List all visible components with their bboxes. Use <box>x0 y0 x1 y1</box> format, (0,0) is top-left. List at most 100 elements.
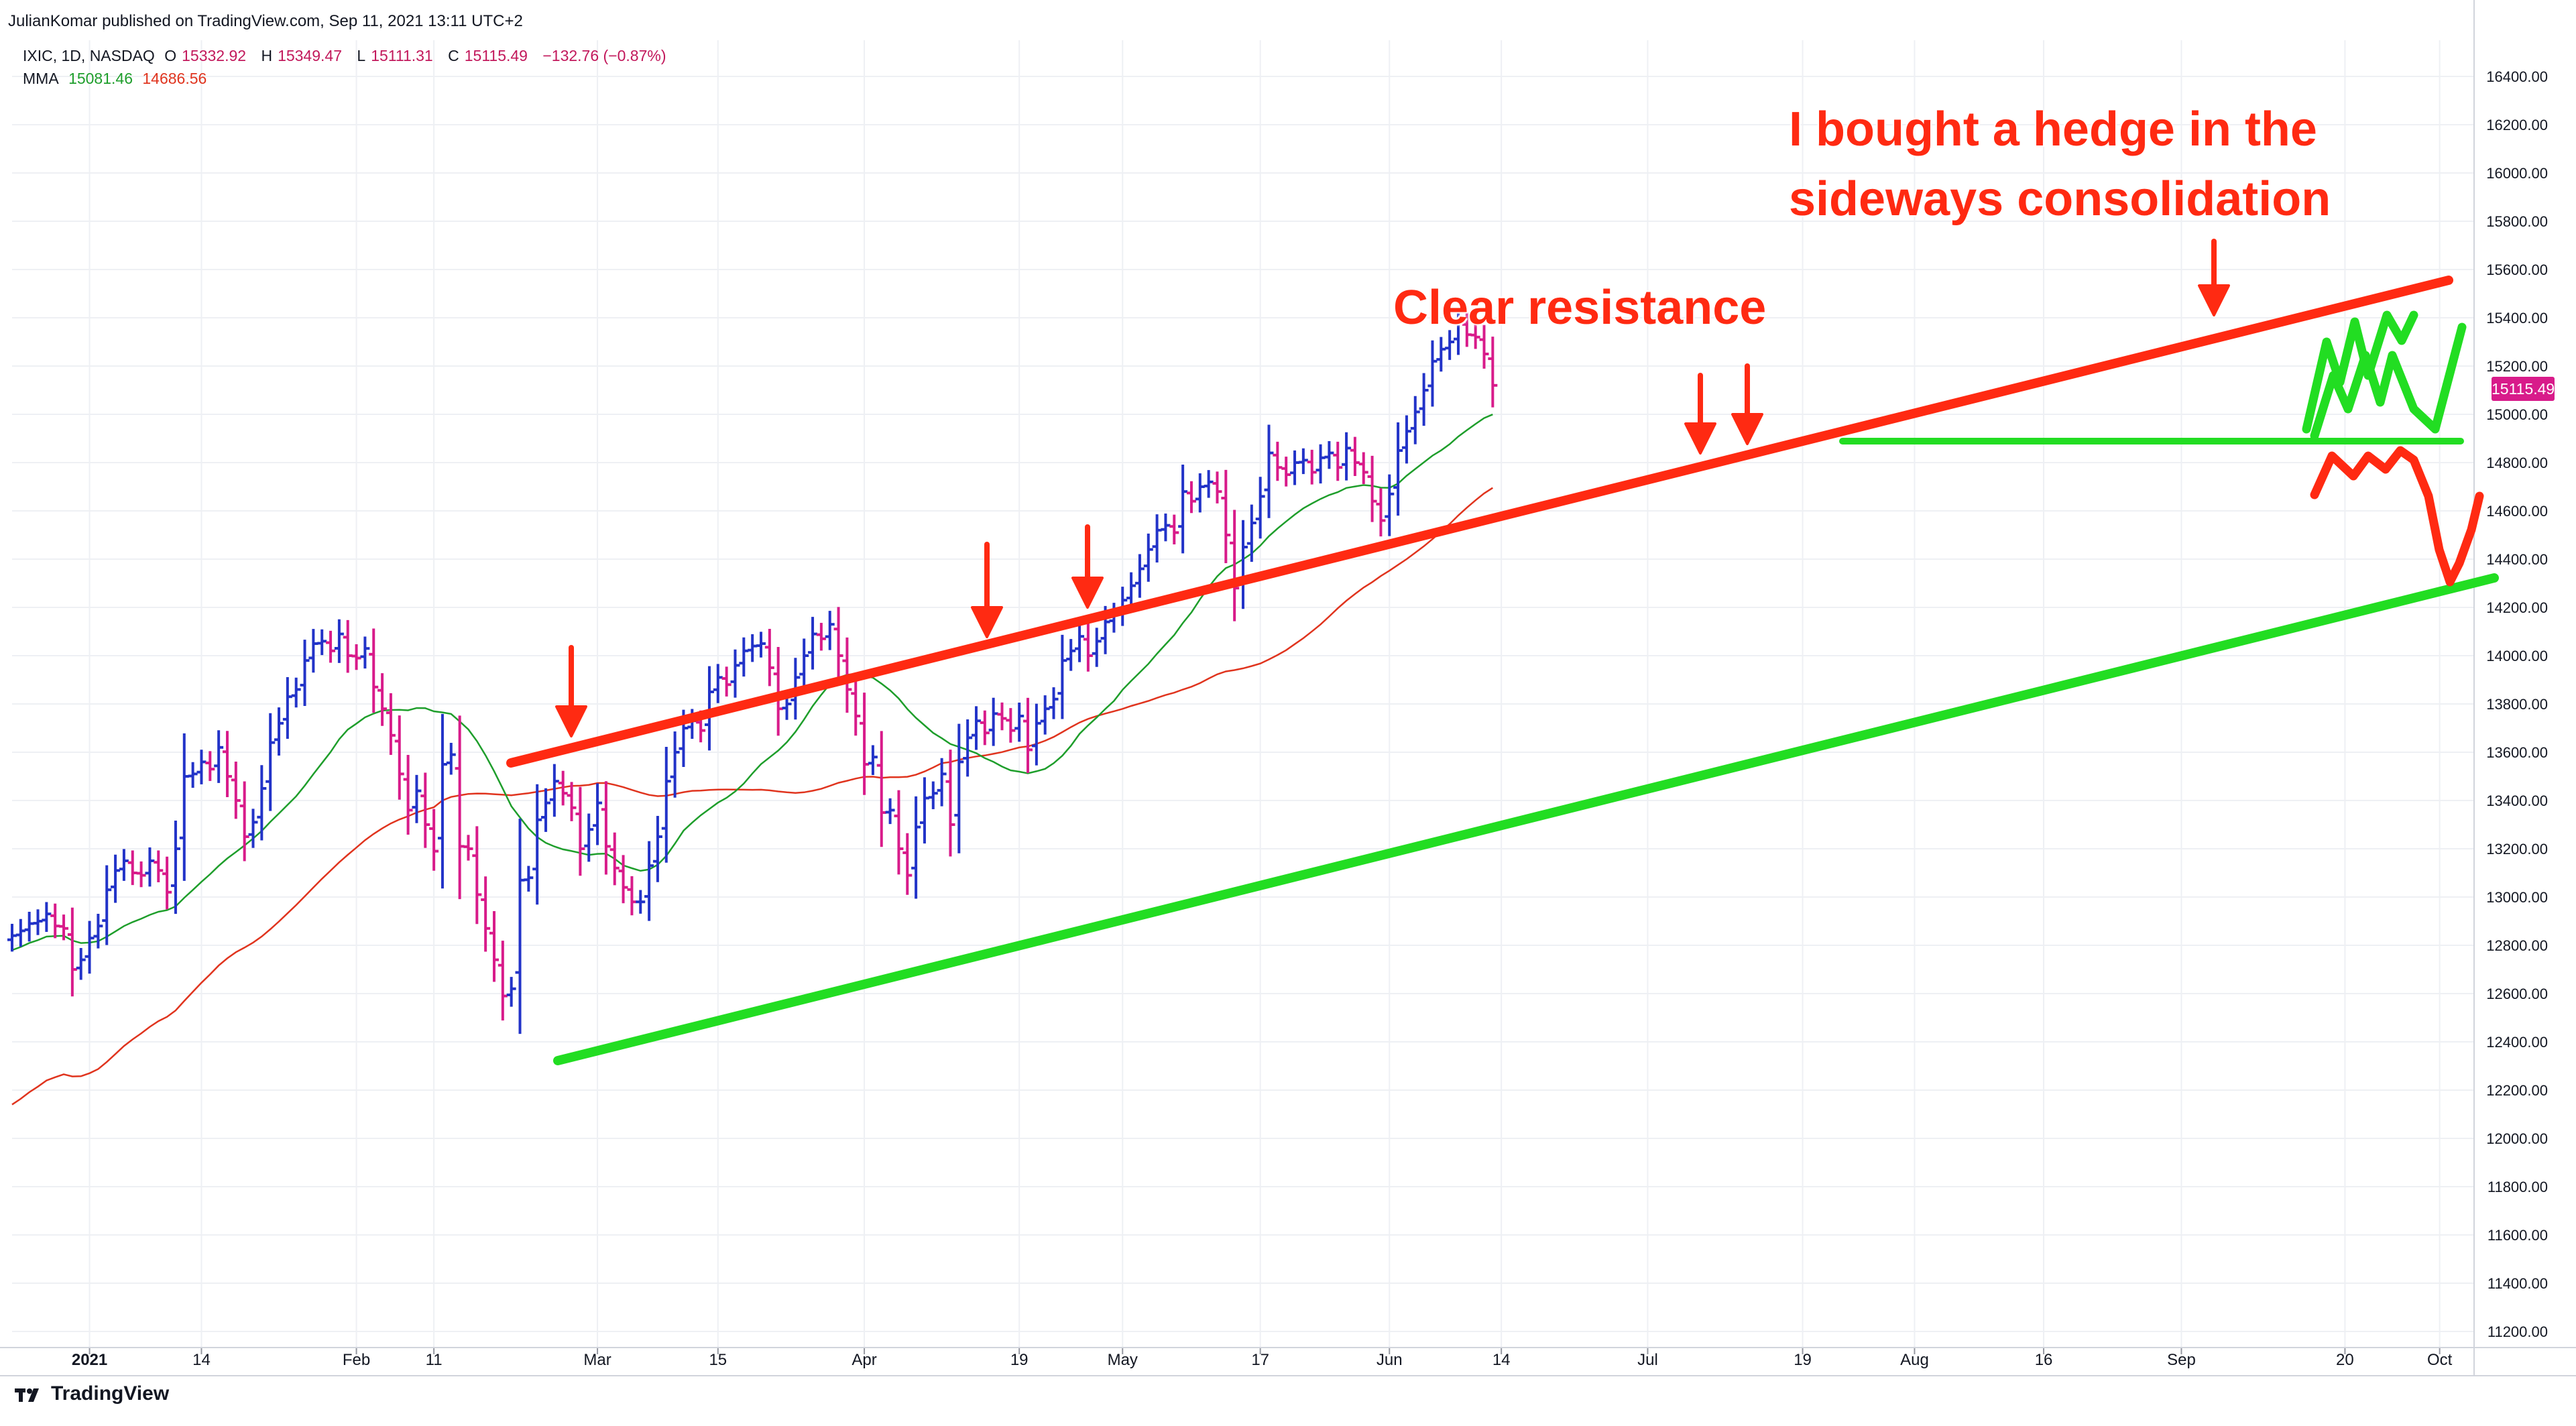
scenario-down-path <box>2310 446 2484 587</box>
y-tick-label: 13400.00 <box>2486 792 2548 809</box>
ohlc-bar <box>963 719 973 777</box>
ohlc-bar <box>1453 306 1463 355</box>
ohlc-bar <box>876 731 886 847</box>
ohlc-bar <box>446 742 456 775</box>
ohlc-bar <box>1385 474 1395 536</box>
x-tick-label: Jun <box>1377 1351 1403 1369</box>
symbol-legend: IXIC, 1D, NASDAQ O 15332.92 H 15349.47 L 15… <box>23 47 666 64</box>
ohlc-bar <box>748 634 758 662</box>
ohlc-bar <box>497 941 508 1021</box>
arrow-down-icon <box>971 542 1003 638</box>
ohlc-bar <box>601 781 611 875</box>
ohlc-bar <box>739 637 749 677</box>
tradingview-brand[interactable]: TradingView <box>15 1382 169 1405</box>
mma-fast-value: 15081.46 <box>68 70 133 87</box>
ohlc-bar <box>33 909 43 935</box>
arrow-down-icon <box>1071 524 1104 609</box>
ohlc-bar <box>730 649 740 698</box>
ohlc-bar <box>704 666 714 751</box>
ohlc-bar <box>50 903 60 939</box>
y-tick-label: 11200.00 <box>2487 1323 2548 1340</box>
ohlc-bar <box>231 762 241 819</box>
ohlc-bar <box>825 611 835 650</box>
ohlc-bar <box>584 813 594 862</box>
y-tick-label: 16200.00 <box>2486 117 2548 133</box>
ohlc-bar <box>1436 337 1446 372</box>
ohlc-bar <box>1169 514 1179 545</box>
y-tick-label: 15000.00 <box>2486 406 2548 423</box>
y-tick-label: 13800.00 <box>2486 696 2548 713</box>
ohlc-bar <box>1281 457 1291 487</box>
ohlc-bar <box>954 723 964 853</box>
ohlc-bar <box>343 619 353 673</box>
ohlc-bar <box>851 674 861 736</box>
ohlc-bar <box>773 646 783 736</box>
mma-slow-value: 14686.56 <box>142 70 207 87</box>
y-tick-label: 14600.00 <box>2486 503 2548 520</box>
y-tick-label: 12000.00 <box>2486 1130 2548 1147</box>
ohlc-bar <box>1488 337 1498 408</box>
x-tick-label: 15 <box>709 1351 727 1369</box>
ohlc-bar <box>274 707 284 756</box>
ohlc-bar <box>429 809 439 871</box>
ohlc-bar <box>1014 702 1024 742</box>
ohlc-bar <box>1031 703 1041 766</box>
ohlc-bar <box>257 765 267 841</box>
x-tick-label: 19 <box>1010 1351 1029 1369</box>
ohlc-bar <box>919 777 929 844</box>
ohlc-bar <box>997 702 1007 731</box>
x-tick-label: Apr <box>852 1351 876 1369</box>
ohlc-bar <box>1273 441 1283 481</box>
ohlc-bar <box>1040 695 1050 735</box>
change-value: −132.76 (−0.87%) <box>542 47 666 64</box>
ohlc-bar <box>541 788 551 832</box>
ohlc-bar <box>472 826 482 925</box>
ohlc-bar <box>394 715 404 800</box>
ohlc-bar <box>549 764 559 817</box>
ohlc-bar <box>506 977 516 1007</box>
y-tick-label: 16400.00 <box>2486 68 2548 85</box>
y-tick-label: 15600.00 <box>2486 261 2548 278</box>
y-tick-label: 14200.00 <box>2486 599 2548 616</box>
scenario-lower-path <box>2310 322 2467 440</box>
ohlc-bar <box>42 902 52 933</box>
ohlc-bar <box>369 628 379 713</box>
ohlc-bar <box>222 731 232 798</box>
ohlc-bar <box>1419 373 1429 426</box>
ohlc-bar <box>162 856 172 910</box>
x-tick-label: Sep <box>2167 1351 2196 1369</box>
y-tick-label: 12800.00 <box>2486 937 2548 954</box>
ohlc-bar <box>618 855 628 904</box>
ohlc-bar <box>282 677 292 739</box>
ohlc-bar <box>102 865 112 945</box>
ohlc-bar <box>1092 628 1102 667</box>
ohlc-bar <box>1066 639 1076 671</box>
ohlc-bar <box>524 866 534 892</box>
ohlc-bar <box>1315 444 1326 484</box>
ohlc-bar <box>1212 471 1222 503</box>
y-tick-label: 15200.00 <box>2486 358 2548 375</box>
high-value: 15349.47 <box>278 47 342 64</box>
y-tick-label: 12600.00 <box>2486 986 2548 1002</box>
x-tick-label: 17 <box>1251 1351 1269 1369</box>
ohlc-bar <box>816 623 826 651</box>
x-tick-label: 14 <box>192 1351 211 1369</box>
ohlc-bar <box>1445 330 1455 360</box>
ohlc-bar <box>575 786 585 876</box>
ohlc-bar <box>489 910 499 982</box>
ohlc-bar <box>567 782 577 821</box>
ohlc-bar <box>239 781 249 861</box>
ohlc-bar <box>799 638 809 692</box>
y-tick-label: 13000.00 <box>2486 889 2548 906</box>
ohlc-bar <box>481 876 491 952</box>
y-tick-label: 15800.00 <box>2486 213 2548 230</box>
ohlc-bar <box>1298 448 1308 475</box>
x-tick-label: Feb <box>343 1351 370 1369</box>
y-tick-label: 16000.00 <box>2486 165 2548 182</box>
ohlc-bar <box>1075 623 1085 662</box>
ohlc-bar <box>1307 449 1317 485</box>
ohlc-bar <box>885 798 895 825</box>
ohlc-bar <box>119 849 129 881</box>
ohlc-bar <box>1470 323 1480 349</box>
